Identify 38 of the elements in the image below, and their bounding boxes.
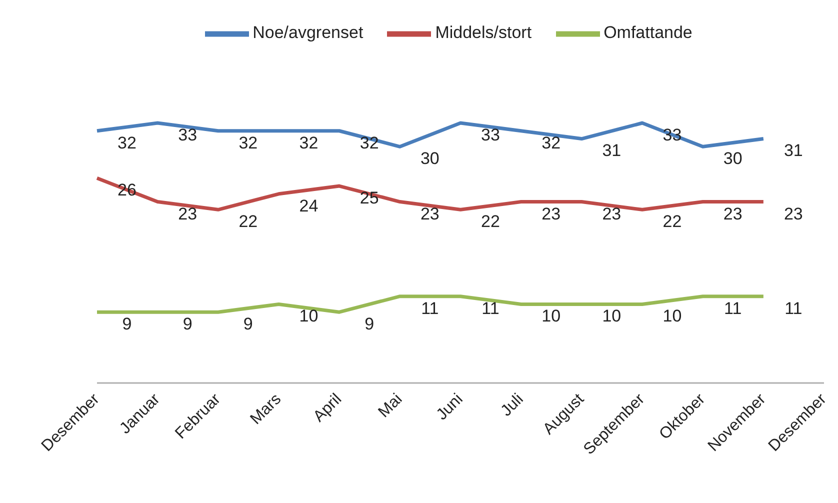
data-label: 9 [122,314,132,334]
data-label: 10 [602,306,622,326]
data-label: 22 [481,212,500,232]
legend-label: Noe/avgrenset [252,23,364,42]
data-label: 10 [299,306,318,326]
data-label: 10 [662,306,682,326]
data-label: 9 [182,314,192,334]
data-label: 32 [238,133,258,152]
data-label: 9 [364,314,374,334]
data-label: 22 [238,212,258,232]
data-label: 9 [243,314,253,334]
data-label: 11 [482,298,500,318]
data-label: 10 [542,306,561,326]
data-label: 23 [178,204,198,224]
data-label: 33 [481,125,500,144]
x-tick-label: Juni [434,390,466,424]
data-label: 32 [299,133,318,152]
data-label: 30 [420,149,440,168]
data-label: 23 [602,204,622,224]
data-label: 23 [542,204,561,224]
data-label: 23 [784,204,803,224]
data-label: 30 [723,149,742,168]
data-label: 31 [602,141,622,160]
data-label: 11 [724,298,742,318]
legend-label: Middels/stort [435,23,532,42]
data-label: 11 [421,298,439,318]
x-tick-label: Mai [375,390,406,422]
data-label: 23 [723,204,742,224]
data-label: 32 [542,133,561,152]
data-label: 24 [299,196,318,216]
data-label: 23 [420,204,440,224]
data-label: 32 [118,133,136,152]
data-label: 31 [784,141,803,160]
legend-label: Omfattande [604,23,692,42]
x-tick-label: Juli [498,390,527,420]
data-label: 22 [662,212,682,232]
data-label: 33 [178,125,198,144]
data-label: 11 [784,298,802,318]
